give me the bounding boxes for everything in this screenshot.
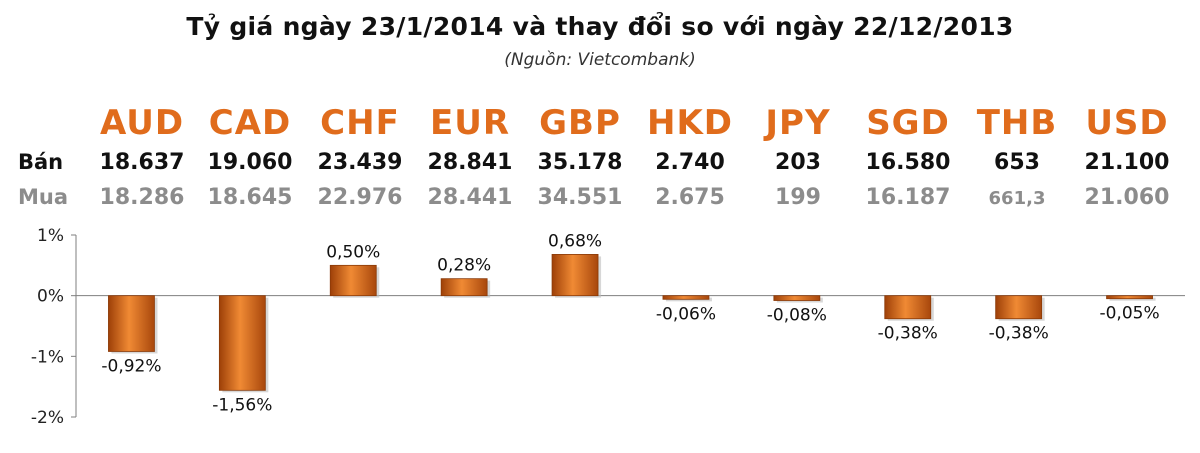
sell-rate: 19.060 xyxy=(207,150,293,175)
data-label: -0,08% xyxy=(767,306,827,326)
data-label: 0,28% xyxy=(437,256,491,276)
y-tick-label: 1% xyxy=(37,226,64,246)
buy-rate-row: Mua 18.286 18.645 22.976 28.441 34.551 2… xyxy=(0,185,1200,213)
currency-code: EUR xyxy=(429,103,510,143)
sell-rate: 16.580 xyxy=(865,150,951,175)
sell-rate: 28.841 xyxy=(427,150,513,175)
buy-rate: 199 xyxy=(775,185,821,210)
buy-rate: 16.187 xyxy=(865,185,951,210)
currency-code: SGD xyxy=(866,103,950,143)
y-tick-label: 0% xyxy=(37,287,64,307)
sell-rate-row: Bán 18.637 19.060 23.439 28.841 35.178 2… xyxy=(0,150,1200,178)
bar-usd xyxy=(1106,295,1153,300)
bar-cad xyxy=(218,295,266,391)
currency-code: USD xyxy=(1085,103,1169,143)
buy-rate: 34.551 xyxy=(537,185,623,210)
change-bar-chart: 1% 0% -1% -2% -0,92% -1,56% 0,50% 0,28% 0,68% -0… xyxy=(31,226,1185,428)
data-label: -0,92% xyxy=(101,356,161,376)
sell-rate: 2.740 xyxy=(655,150,725,175)
bar-jpy xyxy=(773,295,821,301)
currency-code: CHF xyxy=(320,103,400,143)
source-note: (Nguồn: Vietcombank) xyxy=(504,50,696,70)
bar-thb xyxy=(995,295,1043,320)
bar-hkd xyxy=(662,295,710,300)
sell-rate: 35.178 xyxy=(537,150,623,175)
y-tick-label: -2% xyxy=(31,408,64,428)
data-label: -0,38% xyxy=(878,324,938,344)
buy-rate: 18.645 xyxy=(207,185,293,210)
data-label: 0,50% xyxy=(326,242,380,262)
currency-code: AUD xyxy=(99,103,185,143)
currency-code: CAD xyxy=(208,103,292,143)
sell-rate: 21.100 xyxy=(1084,150,1170,175)
data-label: -0,05% xyxy=(1099,304,1159,324)
buy-rate: 2.675 xyxy=(655,185,725,210)
bar-sgd xyxy=(884,295,932,320)
bar-shadow xyxy=(1109,297,1156,301)
data-label: -0,06% xyxy=(656,304,716,324)
currency-header-row: AUD CAD CHF EUR GBP HKD JPY SGD THB USD xyxy=(0,103,1200,147)
bar-eur xyxy=(440,278,488,297)
currency-code: JPY xyxy=(765,103,831,143)
buy-rate: 22.976 xyxy=(317,185,403,210)
bar-aud xyxy=(108,295,155,352)
currency-code: HKD xyxy=(646,103,734,143)
sell-rate: 18.637 xyxy=(99,150,185,175)
bar-chf xyxy=(329,264,377,297)
chart-title: Tỷ giá ngày 23/1/2014 và thay đổi so với… xyxy=(186,12,1014,41)
sell-rate: 203 xyxy=(775,150,821,175)
buy-row-label: Mua xyxy=(18,185,69,209)
y-tick-label: -1% xyxy=(31,347,64,367)
currency-code: THB xyxy=(976,103,1058,143)
data-label: -0,38% xyxy=(989,324,1049,344)
bar-gbp xyxy=(551,254,599,297)
data-label: -1,56% xyxy=(212,395,272,415)
data-label: 0,68% xyxy=(548,231,602,251)
buy-rate: 28.441 xyxy=(427,185,513,210)
buy-rate: 661,3 xyxy=(988,188,1046,209)
currency-code: GBP xyxy=(539,103,621,143)
sell-rate: 653 xyxy=(994,150,1040,175)
buy-rate: 21.060 xyxy=(1084,185,1170,210)
sell-rate: 23.439 xyxy=(317,150,403,175)
buy-rate: 18.286 xyxy=(99,185,185,210)
sell-row-label: Bán xyxy=(18,150,64,174)
